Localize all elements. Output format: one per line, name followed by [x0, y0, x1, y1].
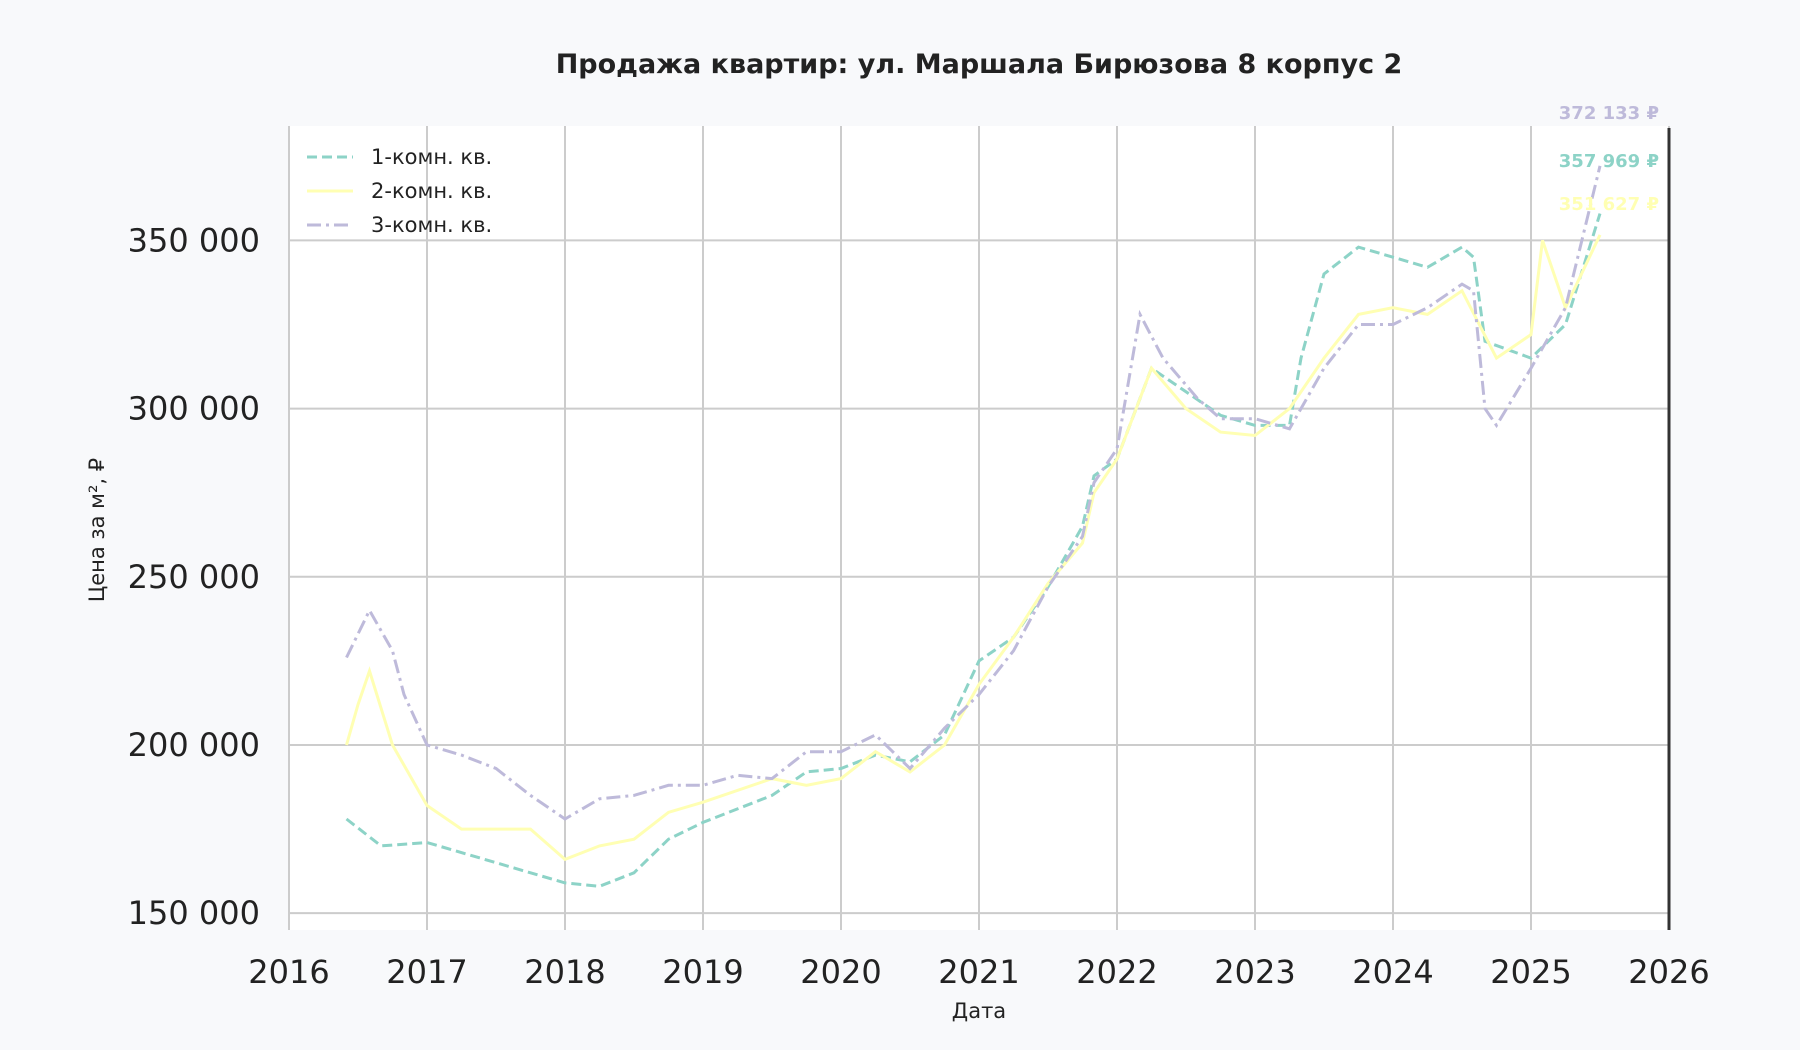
x-tick-label: 2017	[386, 953, 467, 991]
last-value-annotation: 357 969 ₽	[1559, 151, 1659, 172]
chart-title: Продажа квартир: ул. Маршала Бирюзова 8 …	[556, 49, 1403, 80]
x-tick-label: 2025	[1490, 953, 1571, 991]
x-tick-label: 2022	[1076, 953, 1157, 991]
x-tick-label: 2020	[800, 953, 881, 991]
x-tick-label: 2019	[662, 953, 743, 991]
legend: 1-комн. кв. 2-комн. кв. 3-комн. кв.	[307, 145, 492, 237]
series-line-3	[345, 165, 1602, 821]
axis-ticks: 2016 2017 2018 2019 2020 2021 2022 2023 2024 2025…	[128, 221, 1710, 991]
x-tick-label: 2024	[1352, 953, 1433, 991]
legend-label: 1-комн. кв.	[371, 145, 492, 169]
legend-label: 2-комн. кв.	[371, 179, 492, 203]
series-line-2	[345, 234, 1602, 862]
y-tick-label: 150 000	[128, 894, 260, 932]
x-tick-label: 2016	[248, 953, 329, 991]
y-tick-label: 200 000	[128, 726, 260, 764]
legend-label: 3-комн. кв.	[371, 213, 492, 237]
last-value-annotation: 351 627 ₽	[1559, 194, 1659, 215]
last-value-annotation: 372 133 ₽	[1559, 103, 1659, 124]
y-tick-label: 300 000	[128, 390, 260, 428]
y-tick-label: 250 000	[128, 558, 260, 596]
y-tick-label: 350 000	[128, 221, 260, 259]
x-tick-label: 2023	[1214, 953, 1295, 991]
annotations: 372 133 ₽ 357 969 ₽ 351 627 ₽	[1559, 103, 1659, 215]
y-axis-label: Цена за м², ₽	[85, 458, 109, 602]
series-line-1	[345, 213, 1602, 888]
series-lines	[345, 165, 1602, 888]
x-tick-label: 2026	[1628, 953, 1709, 991]
x-axis-label: Дата	[952, 999, 1006, 1023]
x-tick-label: 2021	[938, 953, 1019, 991]
x-tick-label: 2018	[524, 953, 605, 991]
